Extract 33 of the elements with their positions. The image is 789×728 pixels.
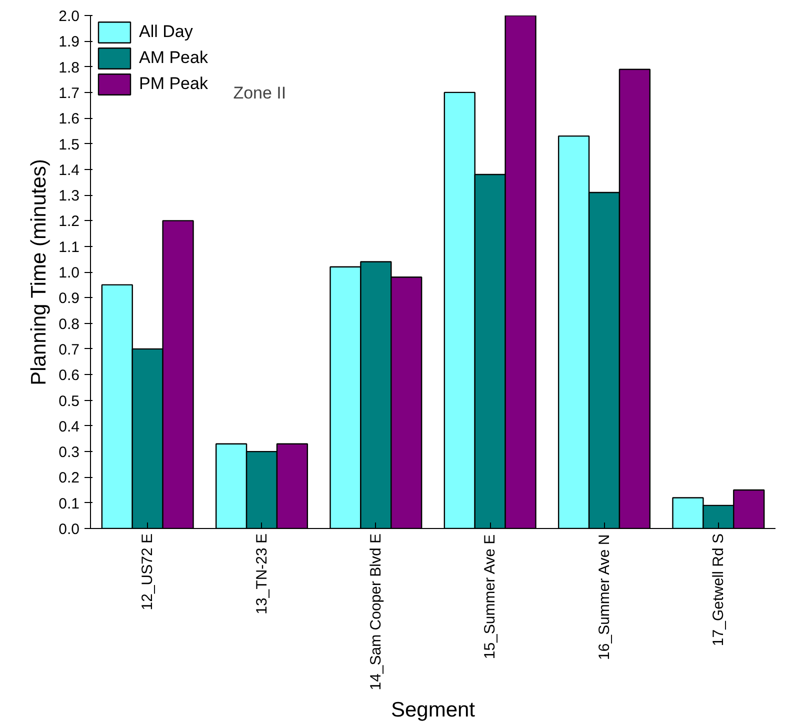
y-tick-label: 0.6: [58, 367, 80, 384]
y-tick-label: 0.1: [58, 495, 80, 512]
x-tick-label: 13_TN-23 E: [253, 534, 270, 614]
y-tick-label: 0.3: [58, 444, 80, 462]
y-tick-label: 1.7: [58, 84, 80, 102]
y-tick-label: 1.8: [58, 59, 80, 76]
y-tick-label: 0.0: [58, 521, 80, 538]
y-tick-label: 1.3: [58, 188, 80, 205]
y-tick-label: 2.0: [58, 8, 80, 25]
x-axis-title: Segment: [390, 698, 476, 722]
legend-label: AM Peak: [139, 48, 208, 68]
y-tick-label: 1.0: [58, 264, 80, 282]
y-axis-title: Planning Time (minutes): [28, 158, 51, 386]
legend-label: All Day: [139, 22, 193, 42]
y-tick-label: 0.5: [58, 392, 80, 410]
x-tick-label: 16_Summer Ave N: [596, 534, 613, 660]
x-tick-label: 15_Summer Ave E: [482, 534, 499, 660]
y-tick-label: 0.4: [58, 418, 80, 436]
y-tick-label: 0.7: [58, 341, 80, 358]
y-tick-label: 0.2: [58, 470, 80, 487]
annotation: Zone II: [233, 84, 286, 103]
y-tick-label: 0.9: [58, 290, 80, 308]
y-tick-label: 0.8: [58, 316, 80, 333]
legend-label: PM Peak: [139, 74, 208, 94]
y-tick-label: 1.5: [58, 136, 80, 154]
x-tick-label: 12_US72 E: [139, 533, 156, 610]
y-tick-label: 1.6: [58, 110, 80, 128]
y-tick-label: 1.4: [58, 162, 80, 179]
y-tick-label: 1.9: [58, 34, 80, 51]
x-tick-label: 14_Sam Cooper Blvd E: [367, 533, 384, 690]
x-tick-label: 17_Getwell Rd S: [710, 533, 727, 646]
y-tick-label: 1.1: [58, 238, 80, 256]
y-tick-label: 1.2: [58, 213, 80, 230]
